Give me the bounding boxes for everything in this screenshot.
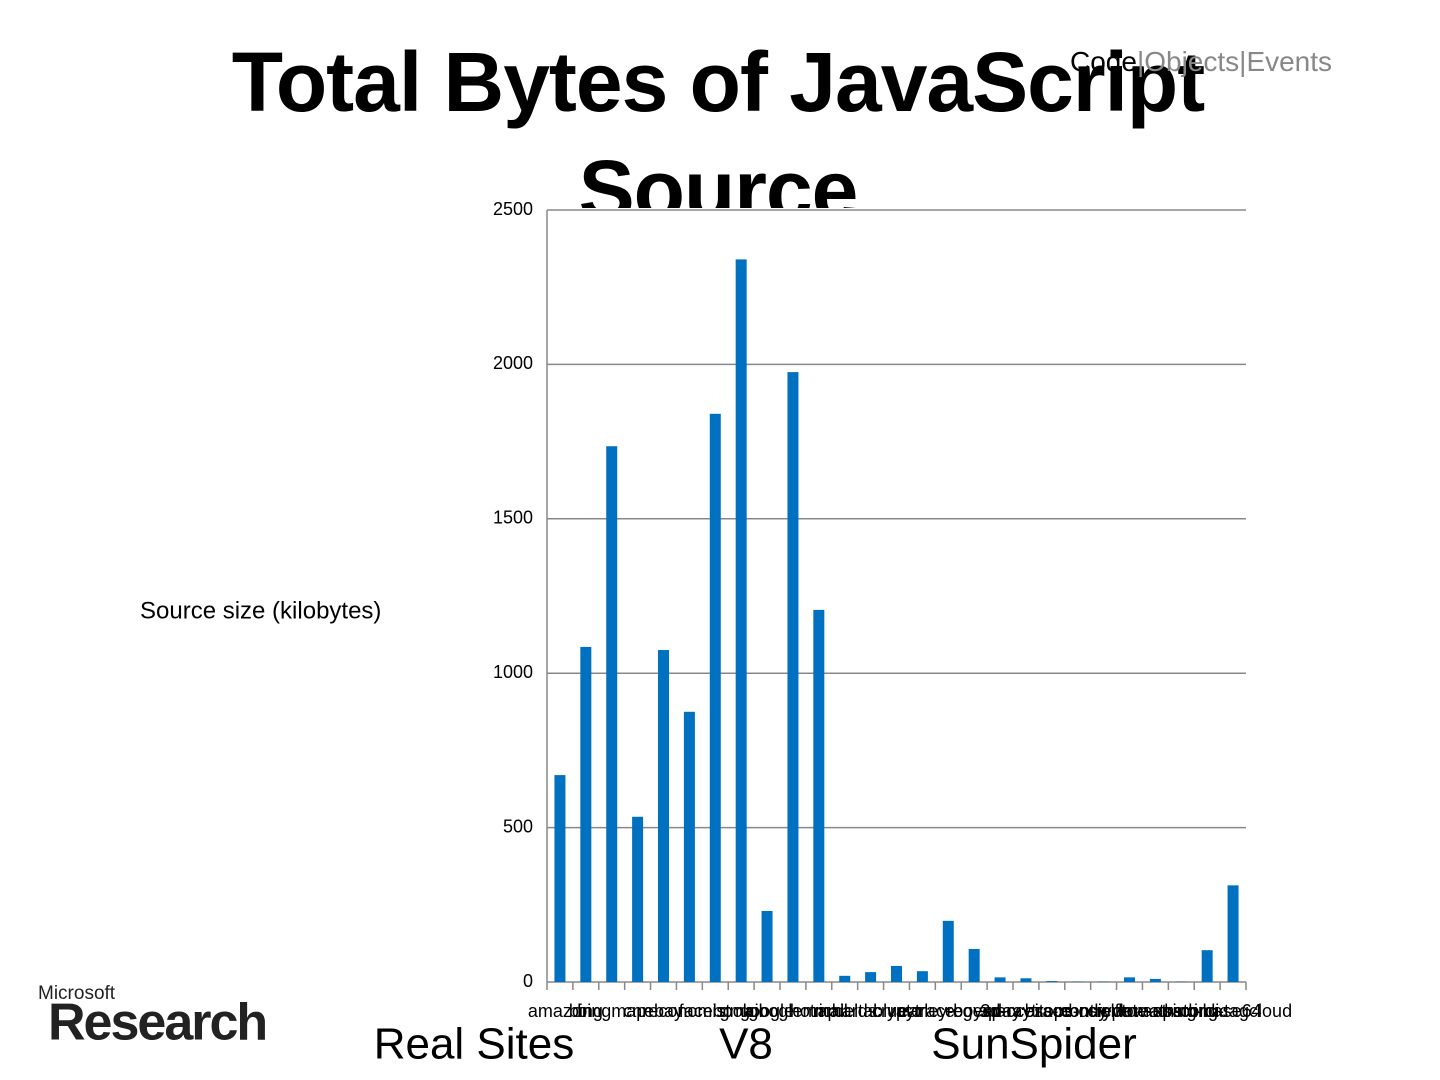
x-tick-label: facebook <box>679 1001 753 1021</box>
bar <box>865 972 877 982</box>
group-label: SunSpider <box>931 1020 1136 1069</box>
nav-item: Objects <box>1144 46 1239 77</box>
x-tick-label: deltablue <box>834 1001 907 1021</box>
x-tick-label: crypto <box>872 1001 921 1021</box>
x-tick-label: cnn <box>623 1001 652 1021</box>
bar <box>606 446 618 982</box>
bar <box>942 920 954 982</box>
x-tick-label: regexp <box>947 1001 1002 1021</box>
x-tick-label: math-cordic <box>1134 1001 1228 1021</box>
y-tick-label: 2500 <box>493 199 533 219</box>
x-tick-label: bingmap <box>577 1001 646 1021</box>
bar <box>968 948 980 982</box>
y-tick-label: 1000 <box>493 662 533 682</box>
bar <box>994 977 1006 982</box>
y-axis-label: Source size (kilobytes) <box>140 597 381 624</box>
x-tick-label: googlemap <box>748 1001 837 1021</box>
x-tick-label: economist <box>648 1001 730 1021</box>
y-tick-label: 1500 <box>493 508 533 528</box>
x-tick-label: controlflow <box>1061 1001 1148 1021</box>
chart-title: Total Bytes of JavaScript Source <box>231 35 1205 237</box>
x-tick-label: amazon <box>528 1001 592 1021</box>
bar <box>632 816 644 982</box>
bar <box>787 372 799 982</box>
x-tick-label: splay <box>979 1001 1021 1021</box>
nav-separator: | <box>1239 46 1246 77</box>
bar <box>813 609 825 982</box>
x-tick-label: string-base64 <box>1153 1001 1262 1021</box>
bar <box>1046 981 1058 982</box>
bar <box>658 650 669 982</box>
bar <box>916 971 928 982</box>
nav: Code|Objects|Events <box>1070 46 1332 77</box>
bar <box>891 965 902 982</box>
x-tick-label: earley-boyer <box>898 1001 998 1021</box>
x-tick-label: 3d-raytrace <box>980 1001 1071 1021</box>
group-label: V8 <box>719 1020 773 1069</box>
y-tick-label: 500 <box>503 816 533 836</box>
y-tick-label: 0 <box>523 971 533 991</box>
bar <box>1020 978 1032 982</box>
bar <box>839 975 851 982</box>
bar <box>580 646 592 982</box>
x-tick-label: ebay <box>644 1001 683 1021</box>
x-tick-label: hotmail <box>790 1001 848 1021</box>
nav-separator: | <box>1137 46 1144 77</box>
x-tick-label: richards <box>813 1001 877 1021</box>
bar <box>709 413 721 983</box>
bar <box>1124 977 1135 982</box>
x-tick-label: gmail <box>720 1001 763 1021</box>
plot-background <box>520 208 1300 1008</box>
x-tick-label: date-xparb <box>1112 1001 1198 1021</box>
x-tick-label: access-nbody <box>996 1001 1107 1021</box>
logo-bottom: Research <box>48 994 266 1052</box>
bar <box>761 910 773 982</box>
bar <box>1149 978 1161 982</box>
bar <box>1227 885 1239 982</box>
nav-item: Events <box>1246 46 1332 77</box>
logo-top: Microsoft <box>38 983 116 1004</box>
bar <box>735 259 747 983</box>
y-tick-label: 2000 <box>493 353 533 373</box>
x-tick-label: bitops-nsieve <box>1025 1001 1131 1021</box>
x-tick-label: crypto-aes <box>1087 1001 1171 1021</box>
x-tick-label: raytrace <box>890 1001 955 1021</box>
group-label: Real Sites <box>374 1020 575 1069</box>
bar <box>554 775 566 982</box>
bar <box>1201 950 1213 982</box>
nav-item: Code <box>1070 46 1137 77</box>
x-tick-label: string-tagcloud <box>1174 1001 1292 1021</box>
x-tick-label: google <box>740 1001 794 1021</box>
x-tick-label: bing <box>569 1001 603 1021</box>
bar <box>683 711 695 982</box>
